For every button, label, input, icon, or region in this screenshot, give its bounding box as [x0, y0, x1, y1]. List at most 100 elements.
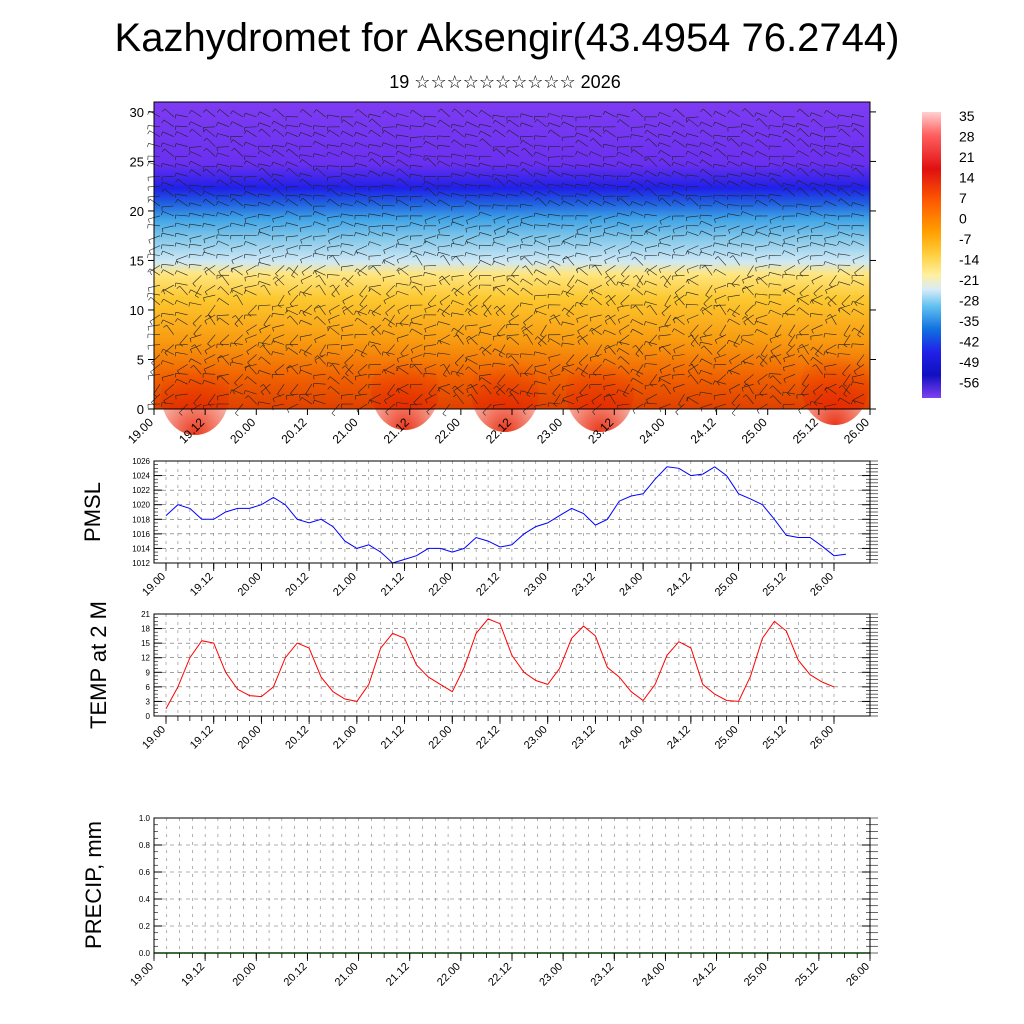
wind-barb [687, 150, 699, 157]
wind-barb [332, 284, 340, 296]
pmsl-ylabel: PMSL [80, 482, 105, 542]
wind-barb-flag [823, 214, 825, 219]
wind-barb [370, 199, 382, 207]
wind-barb-flag [395, 388, 399, 392]
wind-barb [494, 348, 506, 355]
wind-barb [396, 322, 409, 326]
wind-barb-flag [851, 279, 854, 284]
wind-barb-flag [798, 344, 803, 347]
wind-barb [425, 393, 437, 400]
wind-barb [437, 245, 450, 248]
wind-barb-flag [589, 257, 591, 262]
y-tick-label: 1020 [132, 501, 150, 510]
wind-barb [220, 286, 230, 296]
wind-barb-flag [454, 362, 459, 367]
wind-barb-flag [644, 301, 646, 306]
wind-barb [466, 241, 478, 246]
wind-barb [313, 195, 326, 197]
wind-barb-flag [519, 161, 522, 166]
wind-barb-flag [244, 218, 247, 223]
wind-barb-flag [483, 314, 488, 318]
wind-barb [163, 284, 174, 291]
wind-barb-flag [478, 110, 482, 114]
wind-barb [234, 314, 244, 325]
wind-barb-flag [740, 142, 743, 147]
wind-barb-flag [359, 304, 364, 308]
wind-barb-flag [538, 343, 542, 347]
wind-barb [658, 133, 671, 137]
wind-barb-flag [493, 277, 495, 282]
wind-barb [622, 384, 630, 395]
wind-barb-flag [396, 267, 400, 272]
wind-barb-flag [383, 300, 386, 305]
wind-barb [714, 134, 727, 137]
wind-barb [534, 212, 547, 217]
wind-barb-flag [755, 118, 760, 122]
y-tick-label: 10 [130, 303, 144, 318]
wind-barb [590, 289, 602, 296]
wind-barb [439, 199, 451, 207]
wind-barb-flag [562, 336, 564, 341]
wind-barb [208, 304, 216, 315]
wind-barb-flag [716, 352, 721, 356]
wind-barb [729, 318, 740, 326]
wind-barb [521, 390, 533, 395]
wind-barb [443, 255, 451, 266]
wind-barb [520, 302, 533, 306]
wind-barb [369, 399, 382, 405]
wind-barb-flag [837, 268, 841, 273]
wind-barb [520, 135, 533, 137]
wind-barb [425, 140, 437, 147]
wind-barb [217, 122, 230, 128]
wind-barb [534, 235, 547, 239]
wind-barb [838, 304, 851, 309]
wind-barb-flag [727, 318, 730, 323]
wind-barb-flag [326, 151, 329, 156]
wind-barb [286, 235, 299, 238]
wind-barb [824, 145, 837, 147]
wind-barb-flag [313, 168, 317, 172]
wind-barb-flag [644, 201, 647, 206]
wind-barb [703, 345, 713, 355]
wind-barb [576, 225, 589, 231]
wind-barb [497, 374, 506, 384]
wind-barb-flag [729, 255, 734, 258]
wind-barb [414, 285, 423, 296]
wind-barb [590, 151, 602, 157]
wind-barb [175, 143, 188, 147]
wind-barb [769, 232, 782, 236]
wind-barb-flag [285, 161, 288, 166]
wind-barb [493, 362, 506, 365]
wind-barb [659, 182, 671, 187]
wind-barb [329, 198, 340, 207]
wind-barb [384, 364, 395, 371]
wind-barb [467, 284, 478, 293]
x-tick-label: 21.12 [379, 571, 407, 599]
wind-barb-flag [520, 372, 522, 377]
wind-barb-flag [437, 160, 440, 165]
wind-barb [702, 108, 713, 118]
wind-barb-flag [285, 210, 288, 215]
wind-barb-flag [271, 313, 273, 318]
wind-barb [299, 154, 312, 157]
wind-barb [258, 193, 271, 197]
wind-barb [812, 169, 823, 177]
wind-barb [220, 375, 230, 385]
wind-barb [852, 300, 865, 306]
wind-barb [368, 255, 381, 257]
wind-barb-flag [397, 389, 400, 394]
wind-barb-flag [388, 324, 392, 328]
wind-barb-flag [423, 272, 425, 277]
wind-barb [317, 355, 326, 365]
wind-barb-flag [175, 318, 178, 323]
wind-barb-flag [685, 174, 687, 179]
wind-barb-flag [825, 319, 828, 324]
wind-barb [852, 182, 865, 187]
wind-barb-flag [357, 272, 361, 277]
wind-barb-flag [326, 129, 330, 134]
wind-barb [204, 190, 216, 197]
wind-barb [729, 110, 740, 118]
wind-barb-flag [409, 328, 413, 333]
wind-barb-flag [519, 390, 522, 395]
wind-barb-flag [740, 180, 744, 185]
